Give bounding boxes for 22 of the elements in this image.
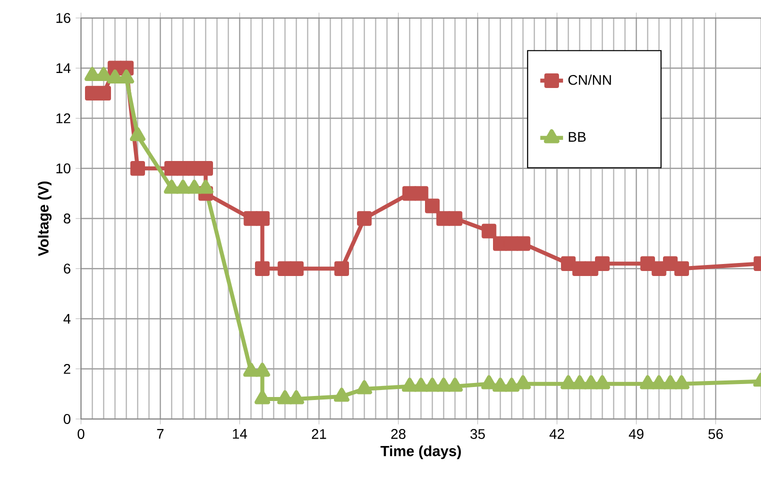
y-axis-title: Voltage (V) [38, 181, 52, 256]
y-tick-label: 6 [64, 264, 70, 274]
x-tick-label: 42 [550, 429, 564, 439]
legend-label: CN/NN [568, 74, 611, 85]
x-tick-label: 21 [312, 429, 326, 439]
x-tick-label: 28 [391, 429, 406, 439]
y-tick-label: 14 [56, 63, 71, 73]
x-tick-label: 35 [470, 429, 485, 439]
y-tick-label: 4 [63, 314, 71, 324]
x-tick-label: 56 [708, 429, 723, 439]
y-tick-label: 2 [64, 364, 70, 374]
y-tick-label: 16 [56, 13, 70, 23]
y-tick-label: 12 [56, 113, 70, 124]
x-tick-label: 49 [628, 429, 644, 439]
legend-label: BB [568, 132, 586, 142]
y-tick-label: 0 [64, 414, 70, 424]
y-tick-label: 8 [64, 214, 70, 224]
x-axis-title: Time (days) [380, 445, 461, 460]
x-tick-label: 14 [232, 429, 248, 439]
y-tick-label: 10 [56, 163, 70, 174]
x-tick-label: 0 [78, 429, 84, 439]
x-tick-label: 7 [157, 429, 164, 439]
